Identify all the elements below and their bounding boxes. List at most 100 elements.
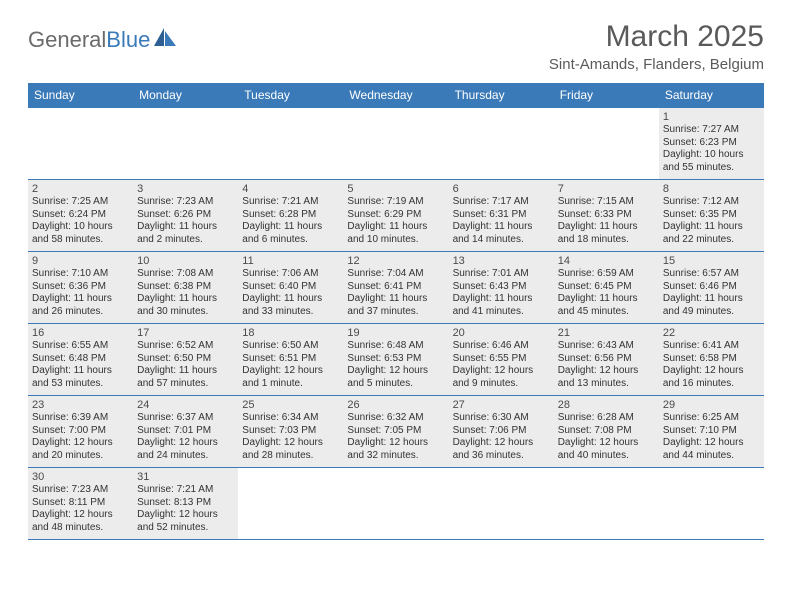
day-number: 15 <box>663 255 760 267</box>
sunrise-text: Sunrise: 6:41 AM <box>663 340 760 353</box>
calendar-cell: 9Sunrise: 7:10 AMSunset: 6:36 PMDaylight… <box>28 252 133 324</box>
calendar-cell: 21Sunrise: 6:43 AMSunset: 6:56 PMDayligh… <box>554 324 659 396</box>
daylight-text: Daylight: 12 hours and 1 minute. <box>242 365 339 390</box>
sunrise-text: Sunrise: 6:52 AM <box>137 340 234 353</box>
calendar-cell: 30Sunrise: 7:23 AMSunset: 8:11 PMDayligh… <box>28 468 133 540</box>
sunrise-text: Sunrise: 7:12 AM <box>663 196 760 209</box>
sunrise-text: Sunrise: 6:34 AM <box>242 412 339 425</box>
day-number: 4 <box>242 183 339 195</box>
sunrise-text: Sunrise: 6:30 AM <box>453 412 550 425</box>
calendar-cell: 20Sunrise: 6:46 AMSunset: 6:55 PMDayligh… <box>449 324 554 396</box>
calendar-row: 23Sunrise: 6:39 AMSunset: 7:00 PMDayligh… <box>28 396 764 468</box>
calendar-cell <box>133 108 238 180</box>
calendar-cell: 3Sunrise: 7:23 AMSunset: 6:26 PMDaylight… <box>133 180 238 252</box>
day-number: 6 <box>453 183 550 195</box>
calendar-cell: 8Sunrise: 7:12 AMSunset: 6:35 PMDaylight… <box>659 180 764 252</box>
calendar-cell: 16Sunrise: 6:55 AMSunset: 6:48 PMDayligh… <box>28 324 133 396</box>
sunrise-text: Sunrise: 7:01 AM <box>453 268 550 281</box>
sunrise-text: Sunrise: 6:50 AM <box>242 340 339 353</box>
sunset-text: Sunset: 6:31 PM <box>453 209 550 222</box>
calendar-cell: 10Sunrise: 7:08 AMSunset: 6:38 PMDayligh… <box>133 252 238 324</box>
day-number: 14 <box>558 255 655 267</box>
sunrise-text: Sunrise: 7:17 AM <box>453 196 550 209</box>
sunset-text: Sunset: 6:45 PM <box>558 281 655 294</box>
daylight-text: Daylight: 12 hours and 48 minutes. <box>32 509 129 534</box>
weekday-header: Monday <box>133 83 238 108</box>
sunrise-text: Sunrise: 7:08 AM <box>137 268 234 281</box>
calendar-row: 9Sunrise: 7:10 AMSunset: 6:36 PMDaylight… <box>28 252 764 324</box>
sunrise-text: Sunrise: 6:57 AM <box>663 268 760 281</box>
day-number: 30 <box>32 471 129 483</box>
daylight-text: Daylight: 11 hours and 22 minutes. <box>663 221 760 246</box>
logo-word-blue: Blue <box>106 27 150 53</box>
day-number: 5 <box>347 183 444 195</box>
daylight-text: Daylight: 12 hours and 9 minutes. <box>453 365 550 390</box>
calendar-cell: 15Sunrise: 6:57 AMSunset: 6:46 PMDayligh… <box>659 252 764 324</box>
sunset-text: Sunset: 6:48 PM <box>32 353 129 366</box>
weekday-header: Thursday <box>449 83 554 108</box>
logo: GeneralBlue <box>28 26 178 53</box>
sunset-text: Sunset: 7:06 PM <box>453 425 550 438</box>
sunset-text: Sunset: 6:26 PM <box>137 209 234 222</box>
weekday-header: Sunday <box>28 83 133 108</box>
day-number: 21 <box>558 327 655 339</box>
sunrise-text: Sunrise: 7:27 AM <box>663 124 760 137</box>
daylight-text: Daylight: 11 hours and 30 minutes. <box>137 293 234 318</box>
sunrise-text: Sunrise: 6:39 AM <box>32 412 129 425</box>
header: GeneralBlue March 2025 Sint-Amands, Flan… <box>28 20 764 73</box>
sunset-text: Sunset: 6:23 PM <box>663 137 760 150</box>
calendar-cell: 31Sunrise: 7:21 AMSunset: 8:13 PMDayligh… <box>133 468 238 540</box>
sunset-text: Sunset: 6:33 PM <box>558 209 655 222</box>
calendar-cell: 28Sunrise: 6:28 AMSunset: 7:08 PMDayligh… <box>554 396 659 468</box>
daylight-text: Daylight: 11 hours and 14 minutes. <box>453 221 550 246</box>
day-number: 1 <box>663 111 760 123</box>
daylight-text: Daylight: 12 hours and 40 minutes. <box>558 437 655 462</box>
calendar-row: 30Sunrise: 7:23 AMSunset: 8:11 PMDayligh… <box>28 468 764 540</box>
day-number: 26 <box>347 399 444 411</box>
daylight-text: Daylight: 10 hours and 55 minutes. <box>663 149 760 174</box>
calendar-cell <box>449 108 554 180</box>
day-number: 2 <box>32 183 129 195</box>
calendar-cell <box>238 468 343 540</box>
daylight-text: Daylight: 11 hours and 33 minutes. <box>242 293 339 318</box>
daylight-text: Daylight: 11 hours and 37 minutes. <box>347 293 444 318</box>
calendar-cell <box>554 108 659 180</box>
calendar-cell: 22Sunrise: 6:41 AMSunset: 6:58 PMDayligh… <box>659 324 764 396</box>
calendar-cell: 26Sunrise: 6:32 AMSunset: 7:05 PMDayligh… <box>343 396 448 468</box>
calendar-cell: 11Sunrise: 7:06 AMSunset: 6:40 PMDayligh… <box>238 252 343 324</box>
sunrise-text: Sunrise: 7:21 AM <box>242 196 339 209</box>
page-title: March 2025 <box>549 20 764 54</box>
calendar-cell: 23Sunrise: 6:39 AMSunset: 7:00 PMDayligh… <box>28 396 133 468</box>
sunset-text: Sunset: 7:05 PM <box>347 425 444 438</box>
daylight-text: Daylight: 11 hours and 18 minutes. <box>558 221 655 246</box>
calendar-row: 2Sunrise: 7:25 AMSunset: 6:24 PMDaylight… <box>28 180 764 252</box>
day-number: 13 <box>453 255 550 267</box>
weekday-header: Wednesday <box>343 83 448 108</box>
sunset-text: Sunset: 6:51 PM <box>242 353 339 366</box>
sunset-text: Sunset: 6:58 PM <box>663 353 760 366</box>
sunrise-text: Sunrise: 7:10 AM <box>32 268 129 281</box>
title-block: March 2025 Sint-Amands, Flanders, Belgiu… <box>549 20 764 73</box>
weekday-header: Saturday <box>659 83 764 108</box>
calendar-cell <box>554 468 659 540</box>
daylight-text: Daylight: 11 hours and 53 minutes. <box>32 365 129 390</box>
daylight-text: Daylight: 12 hours and 13 minutes. <box>558 365 655 390</box>
daylight-text: Daylight: 11 hours and 45 minutes. <box>558 293 655 318</box>
sunset-text: Sunset: 6:50 PM <box>137 353 234 366</box>
sunset-text: Sunset: 7:00 PM <box>32 425 129 438</box>
calendar-cell: 1Sunrise: 7:27 AMSunset: 6:23 PMDaylight… <box>659 108 764 180</box>
daylight-text: Daylight: 12 hours and 28 minutes. <box>242 437 339 462</box>
day-number: 8 <box>663 183 760 195</box>
calendar-cell: 27Sunrise: 6:30 AMSunset: 7:06 PMDayligh… <box>449 396 554 468</box>
daylight-text: Daylight: 12 hours and 24 minutes. <box>137 437 234 462</box>
sunset-text: Sunset: 6:36 PM <box>32 281 129 294</box>
sunrise-text: Sunrise: 6:32 AM <box>347 412 444 425</box>
sunset-text: Sunset: 8:13 PM <box>137 497 234 510</box>
calendar-cell: 19Sunrise: 6:48 AMSunset: 6:53 PMDayligh… <box>343 324 448 396</box>
daylight-text: Daylight: 11 hours and 57 minutes. <box>137 365 234 390</box>
calendar-cell: 29Sunrise: 6:25 AMSunset: 7:10 PMDayligh… <box>659 396 764 468</box>
sunrise-text: Sunrise: 7:04 AM <box>347 268 444 281</box>
day-number: 16 <box>32 327 129 339</box>
daylight-text: Daylight: 10 hours and 58 minutes. <box>32 221 129 246</box>
sunrise-text: Sunrise: 6:48 AM <box>347 340 444 353</box>
